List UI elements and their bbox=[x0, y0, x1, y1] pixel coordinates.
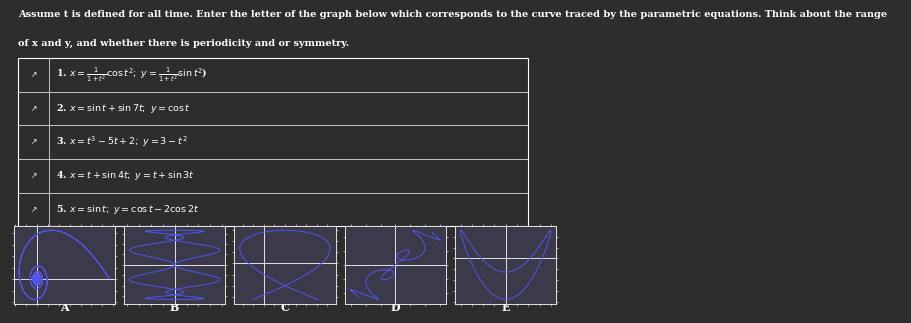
Text: of x and y, and whether there is periodicity and or symmetry.: of x and y, and whether there is periodi… bbox=[18, 39, 349, 48]
Text: 4. $x = t + \sin 4t;\ y = t + \sin 3t$: 4. $x = t + \sin 4t;\ y = t + \sin 3t$ bbox=[56, 169, 194, 182]
Text: $\nearrow$: $\nearrow$ bbox=[29, 205, 37, 214]
Text: 5. $x = \sin t;\ y = \cos t - 2\cos 2t$: 5. $x = \sin t;\ y = \cos t - 2\cos 2t$ bbox=[56, 203, 199, 216]
Text: $\nearrow$: $\nearrow$ bbox=[29, 171, 37, 180]
Text: 2. $x = \sin t + \sin 7t;\ y = \cos t$: 2. $x = \sin t + \sin 7t;\ y = \cos t$ bbox=[56, 102, 190, 115]
Text: A: A bbox=[60, 302, 68, 313]
Text: B: B bbox=[169, 302, 179, 313]
Text: $\nearrow$: $\nearrow$ bbox=[29, 70, 37, 79]
Text: D: D bbox=[390, 302, 400, 313]
Text: C: C bbox=[281, 302, 289, 313]
Text: E: E bbox=[501, 302, 509, 313]
Bar bbox=[18, 58, 527, 226]
Text: 3. $x = t^3 - 5t + 2;\ y = 3 - t^2$: 3. $x = t^3 - 5t + 2;\ y = 3 - t^2$ bbox=[56, 135, 187, 150]
Text: Assume t is defined for all time. Enter the letter of the graph below which corr: Assume t is defined for all time. Enter … bbox=[18, 10, 886, 19]
Text: 1. $x = \frac{1}{1+t^2}\cos t^2;\ y = \frac{1}{1+t^2}\sin t^2$): 1. $x = \frac{1}{1+t^2}\cos t^2;\ y = \f… bbox=[56, 66, 207, 84]
Text: $\nearrow$: $\nearrow$ bbox=[29, 138, 37, 147]
Text: $\nearrow$: $\nearrow$ bbox=[29, 104, 37, 113]
